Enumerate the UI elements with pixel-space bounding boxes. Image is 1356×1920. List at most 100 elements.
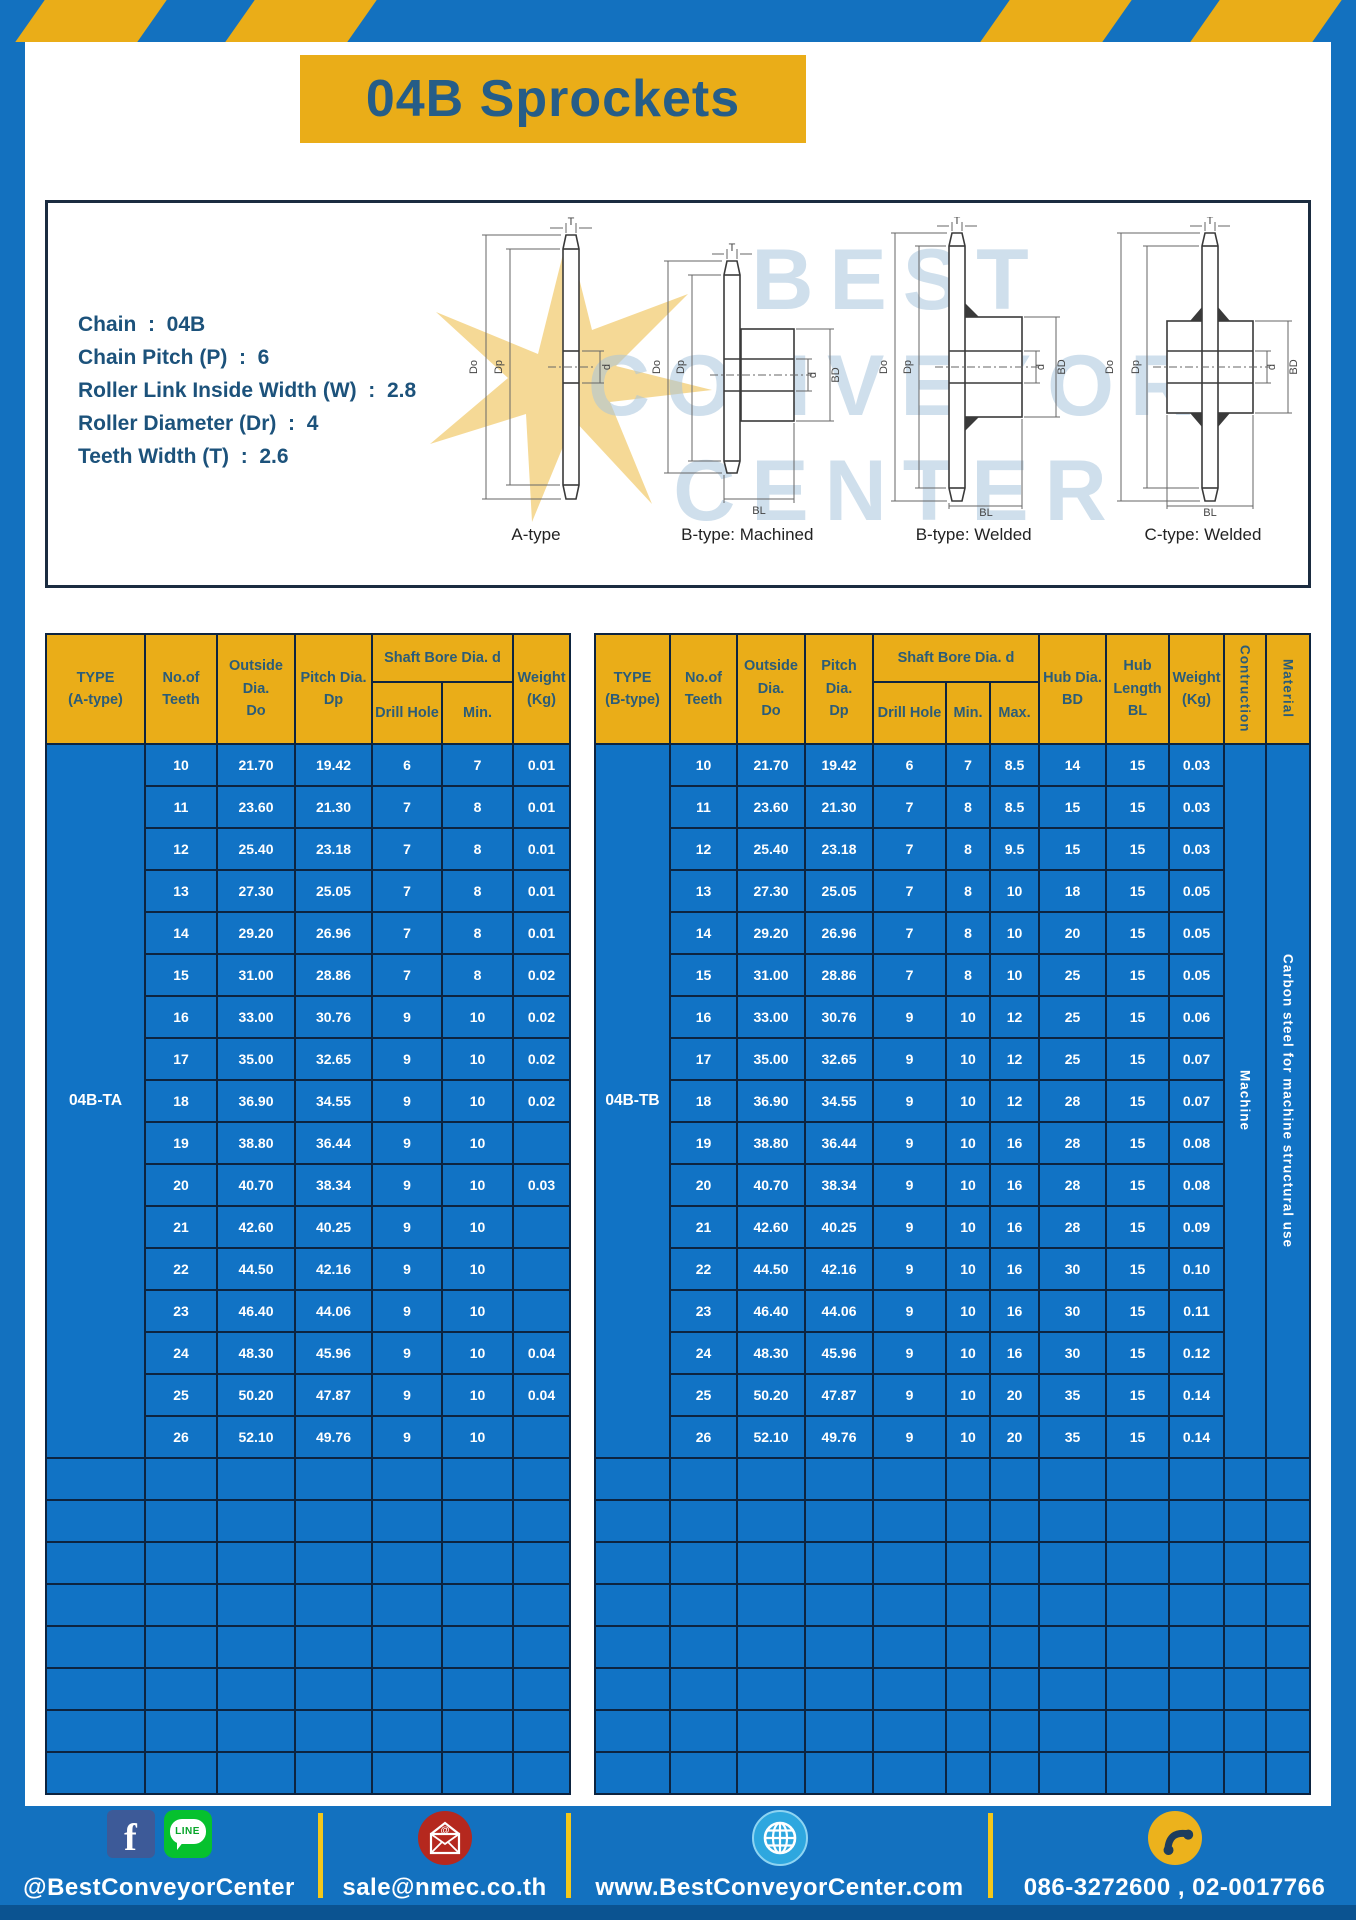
top-stripe-decoration xyxy=(980,0,1132,42)
empty-cell xyxy=(514,1711,569,1751)
cell-weight: 0.09 xyxy=(1170,1207,1223,1247)
cell-pitch-dia: 21.30 xyxy=(296,787,371,827)
cell-min: 8 xyxy=(443,955,512,995)
cell-outside-dia: 38.80 xyxy=(218,1123,294,1163)
cell-hub-length: 15 xyxy=(1107,1249,1168,1289)
cell-drill-hole: 7 xyxy=(874,955,945,995)
column-header-max: Max. xyxy=(991,683,1038,743)
empty-cell xyxy=(47,1543,144,1583)
cell-drill-hole: 9 xyxy=(373,1291,441,1331)
cell-drill-hole: 7 xyxy=(373,913,441,953)
empty-cell xyxy=(874,1753,945,1793)
sprocket-drawings: T Do Dp d A-type xyxy=(456,217,1301,545)
cell-min: 8 xyxy=(947,829,989,869)
empty-cell xyxy=(806,1711,872,1751)
spec-line: Roller Link Inside Width (W) : 2.8 xyxy=(78,379,417,402)
empty-cell xyxy=(218,1669,294,1709)
empty-cell xyxy=(991,1627,1038,1667)
cell-hub-length: 15 xyxy=(1107,1291,1168,1331)
empty-cell xyxy=(218,1543,294,1583)
cell-weight: 0.10 xyxy=(1170,1249,1223,1289)
empty-cell xyxy=(1107,1627,1168,1667)
cell-outside-dia: 50.20 xyxy=(218,1375,294,1415)
empty-cell xyxy=(1170,1543,1223,1583)
empty-cell xyxy=(874,1711,945,1751)
cell-pitch-dia: 34.55 xyxy=(296,1081,371,1121)
cell-weight: 0.03 xyxy=(1170,787,1223,827)
svg-text:Do: Do xyxy=(652,360,663,374)
email-address[interactable]: sale@nmec.co.th xyxy=(342,1874,547,1901)
empty-cell xyxy=(874,1627,945,1667)
empty-cell xyxy=(218,1585,294,1625)
cell-pitch-dia: 42.16 xyxy=(296,1249,371,1289)
empty-cell xyxy=(1170,1585,1223,1625)
empty-cell xyxy=(1267,1627,1309,1667)
cell-max: 16 xyxy=(991,1291,1038,1331)
empty-cell xyxy=(806,1543,872,1583)
cell-max: 12 xyxy=(991,1039,1038,1079)
empty-cell xyxy=(1040,1459,1105,1499)
line-icon[interactable]: LINE xyxy=(163,1810,212,1858)
spec-line: Roller Diameter (Dr) : 4 xyxy=(78,412,319,435)
empty-cell xyxy=(443,1501,512,1541)
svg-text:Dp: Dp xyxy=(675,360,687,374)
cell-hub-length: 15 xyxy=(1107,1375,1168,1415)
top-stripe-decoration xyxy=(15,0,167,42)
cell-pitch-dia: 25.05 xyxy=(806,871,872,911)
cell-min: 10 xyxy=(947,1333,989,1373)
empty-cell xyxy=(373,1669,441,1709)
empty-cell xyxy=(443,1543,512,1583)
empty-cell xyxy=(218,1627,294,1667)
footer-divider xyxy=(566,1813,571,1898)
cell-min: 10 xyxy=(443,997,512,1037)
cell-outside-dia: 35.00 xyxy=(738,1039,804,1079)
cell-pitch-dia: 32.65 xyxy=(296,1039,371,1079)
facebook-icon[interactable]: f xyxy=(106,1810,155,1858)
empty-cell xyxy=(874,1585,945,1625)
cell-outside-dia: 23.60 xyxy=(218,787,294,827)
footer-email-section: @ sale@nmec.co.th xyxy=(323,1810,566,1902)
cell-teeth: 17 xyxy=(146,1039,216,1079)
cell-min: 10 xyxy=(947,1291,989,1331)
watermark-line: CENTER xyxy=(673,443,1123,539)
empty-cell xyxy=(1107,1711,1168,1751)
spec-line: Chain Pitch (P) : 6 xyxy=(78,346,270,369)
cell-outside-dia: 52.10 xyxy=(738,1417,804,1457)
cell-teeth: 17 xyxy=(671,1039,736,1079)
cell-max: 12 xyxy=(991,997,1038,1037)
cell-drill-hole: 9 xyxy=(373,1249,441,1289)
empty-cell xyxy=(874,1459,945,1499)
table-a-body: 04B-TA 10 21.70 19.42 6 7 0.01 11 23.60 … xyxy=(47,745,569,1457)
cell-hub-dia: 30 xyxy=(1040,1291,1105,1331)
website-url[interactable]: www.BestConveyorCenter.com xyxy=(595,1874,964,1901)
empty-cell xyxy=(296,1669,371,1709)
cell-outside-dia: 29.20 xyxy=(738,913,804,953)
cell-pitch-dia: 36.44 xyxy=(296,1123,371,1163)
cell-pitch-dia: 49.76 xyxy=(806,1417,872,1457)
phone-numbers[interactable]: 086-3272600 , 02-0017766 xyxy=(1023,1874,1326,1901)
cell-outside-dia: 42.60 xyxy=(738,1207,804,1247)
table-b-rows: 10 21.70 19.42 6 7 8.5 14 15 0.03 11 23.… xyxy=(671,745,1223,1457)
cell-pitch-dia: 38.34 xyxy=(296,1165,371,1205)
empty-cell xyxy=(218,1459,294,1499)
footer-website-section: www.BestConveyorCenter.com xyxy=(571,1810,988,1902)
b-type-spec-table: TYPE (B-type) No.of Teeth Outside Dia. Do Pi… xyxy=(594,633,1311,1795)
empty-cell xyxy=(874,1669,945,1709)
cell-max: 16 xyxy=(991,1249,1038,1289)
cell-hub-length: 15 xyxy=(1107,1417,1168,1457)
social-handle[interactable]: @BestConveyorCenter xyxy=(23,1874,295,1901)
cell-weight: 0.01 xyxy=(514,871,569,911)
cell-min: 10 xyxy=(443,1291,512,1331)
cell-drill-hole: 7 xyxy=(373,829,441,869)
cell-teeth: 10 xyxy=(146,745,216,785)
empty-cell xyxy=(1225,1753,1265,1793)
cell-max: 10 xyxy=(991,955,1038,995)
svg-text:BD: BD xyxy=(830,367,842,382)
title-banner: 04B Sprockets xyxy=(300,55,806,143)
cell-weight: 0.05 xyxy=(1170,913,1223,953)
empty-cell xyxy=(1225,1543,1265,1583)
column-header-material: Material xyxy=(1267,635,1309,743)
cell-drill-hole: 9 xyxy=(874,1039,945,1079)
cell-teeth: 22 xyxy=(146,1249,216,1289)
cell-weight: 0.03 xyxy=(1170,745,1223,785)
